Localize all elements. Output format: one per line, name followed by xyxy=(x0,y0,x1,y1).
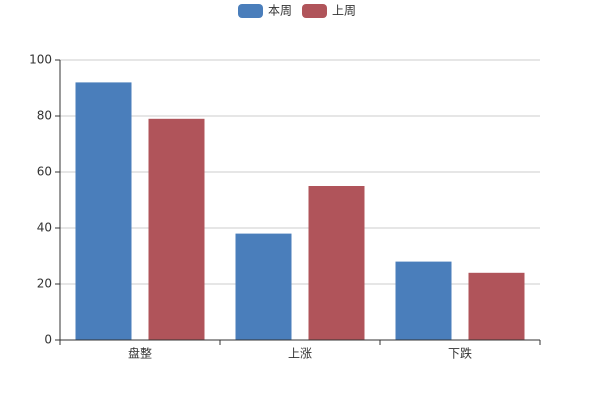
y-tick-label: 40 xyxy=(37,221,52,235)
bar xyxy=(235,233,292,340)
legend-swatch xyxy=(302,4,327,18)
y-tick-label: 0 xyxy=(44,333,52,347)
y-tick-label: 80 xyxy=(37,109,52,123)
bar xyxy=(148,118,205,340)
x-tick-label: 盘整 xyxy=(128,346,152,361)
bar xyxy=(395,261,452,340)
legend-swatch xyxy=(238,4,263,18)
legend-label: 本周 xyxy=(268,4,292,18)
y-tick-label: 100 xyxy=(29,53,52,67)
y-tick-label: 20 xyxy=(37,277,52,291)
bar xyxy=(75,82,132,341)
legend-label: 上周 xyxy=(332,4,356,18)
bar xyxy=(308,186,365,340)
x-tick-label: 下跌 xyxy=(448,346,472,361)
y-tick-label: 60 xyxy=(37,165,52,179)
bar xyxy=(468,272,525,340)
x-tick-label: 上涨 xyxy=(288,346,312,361)
